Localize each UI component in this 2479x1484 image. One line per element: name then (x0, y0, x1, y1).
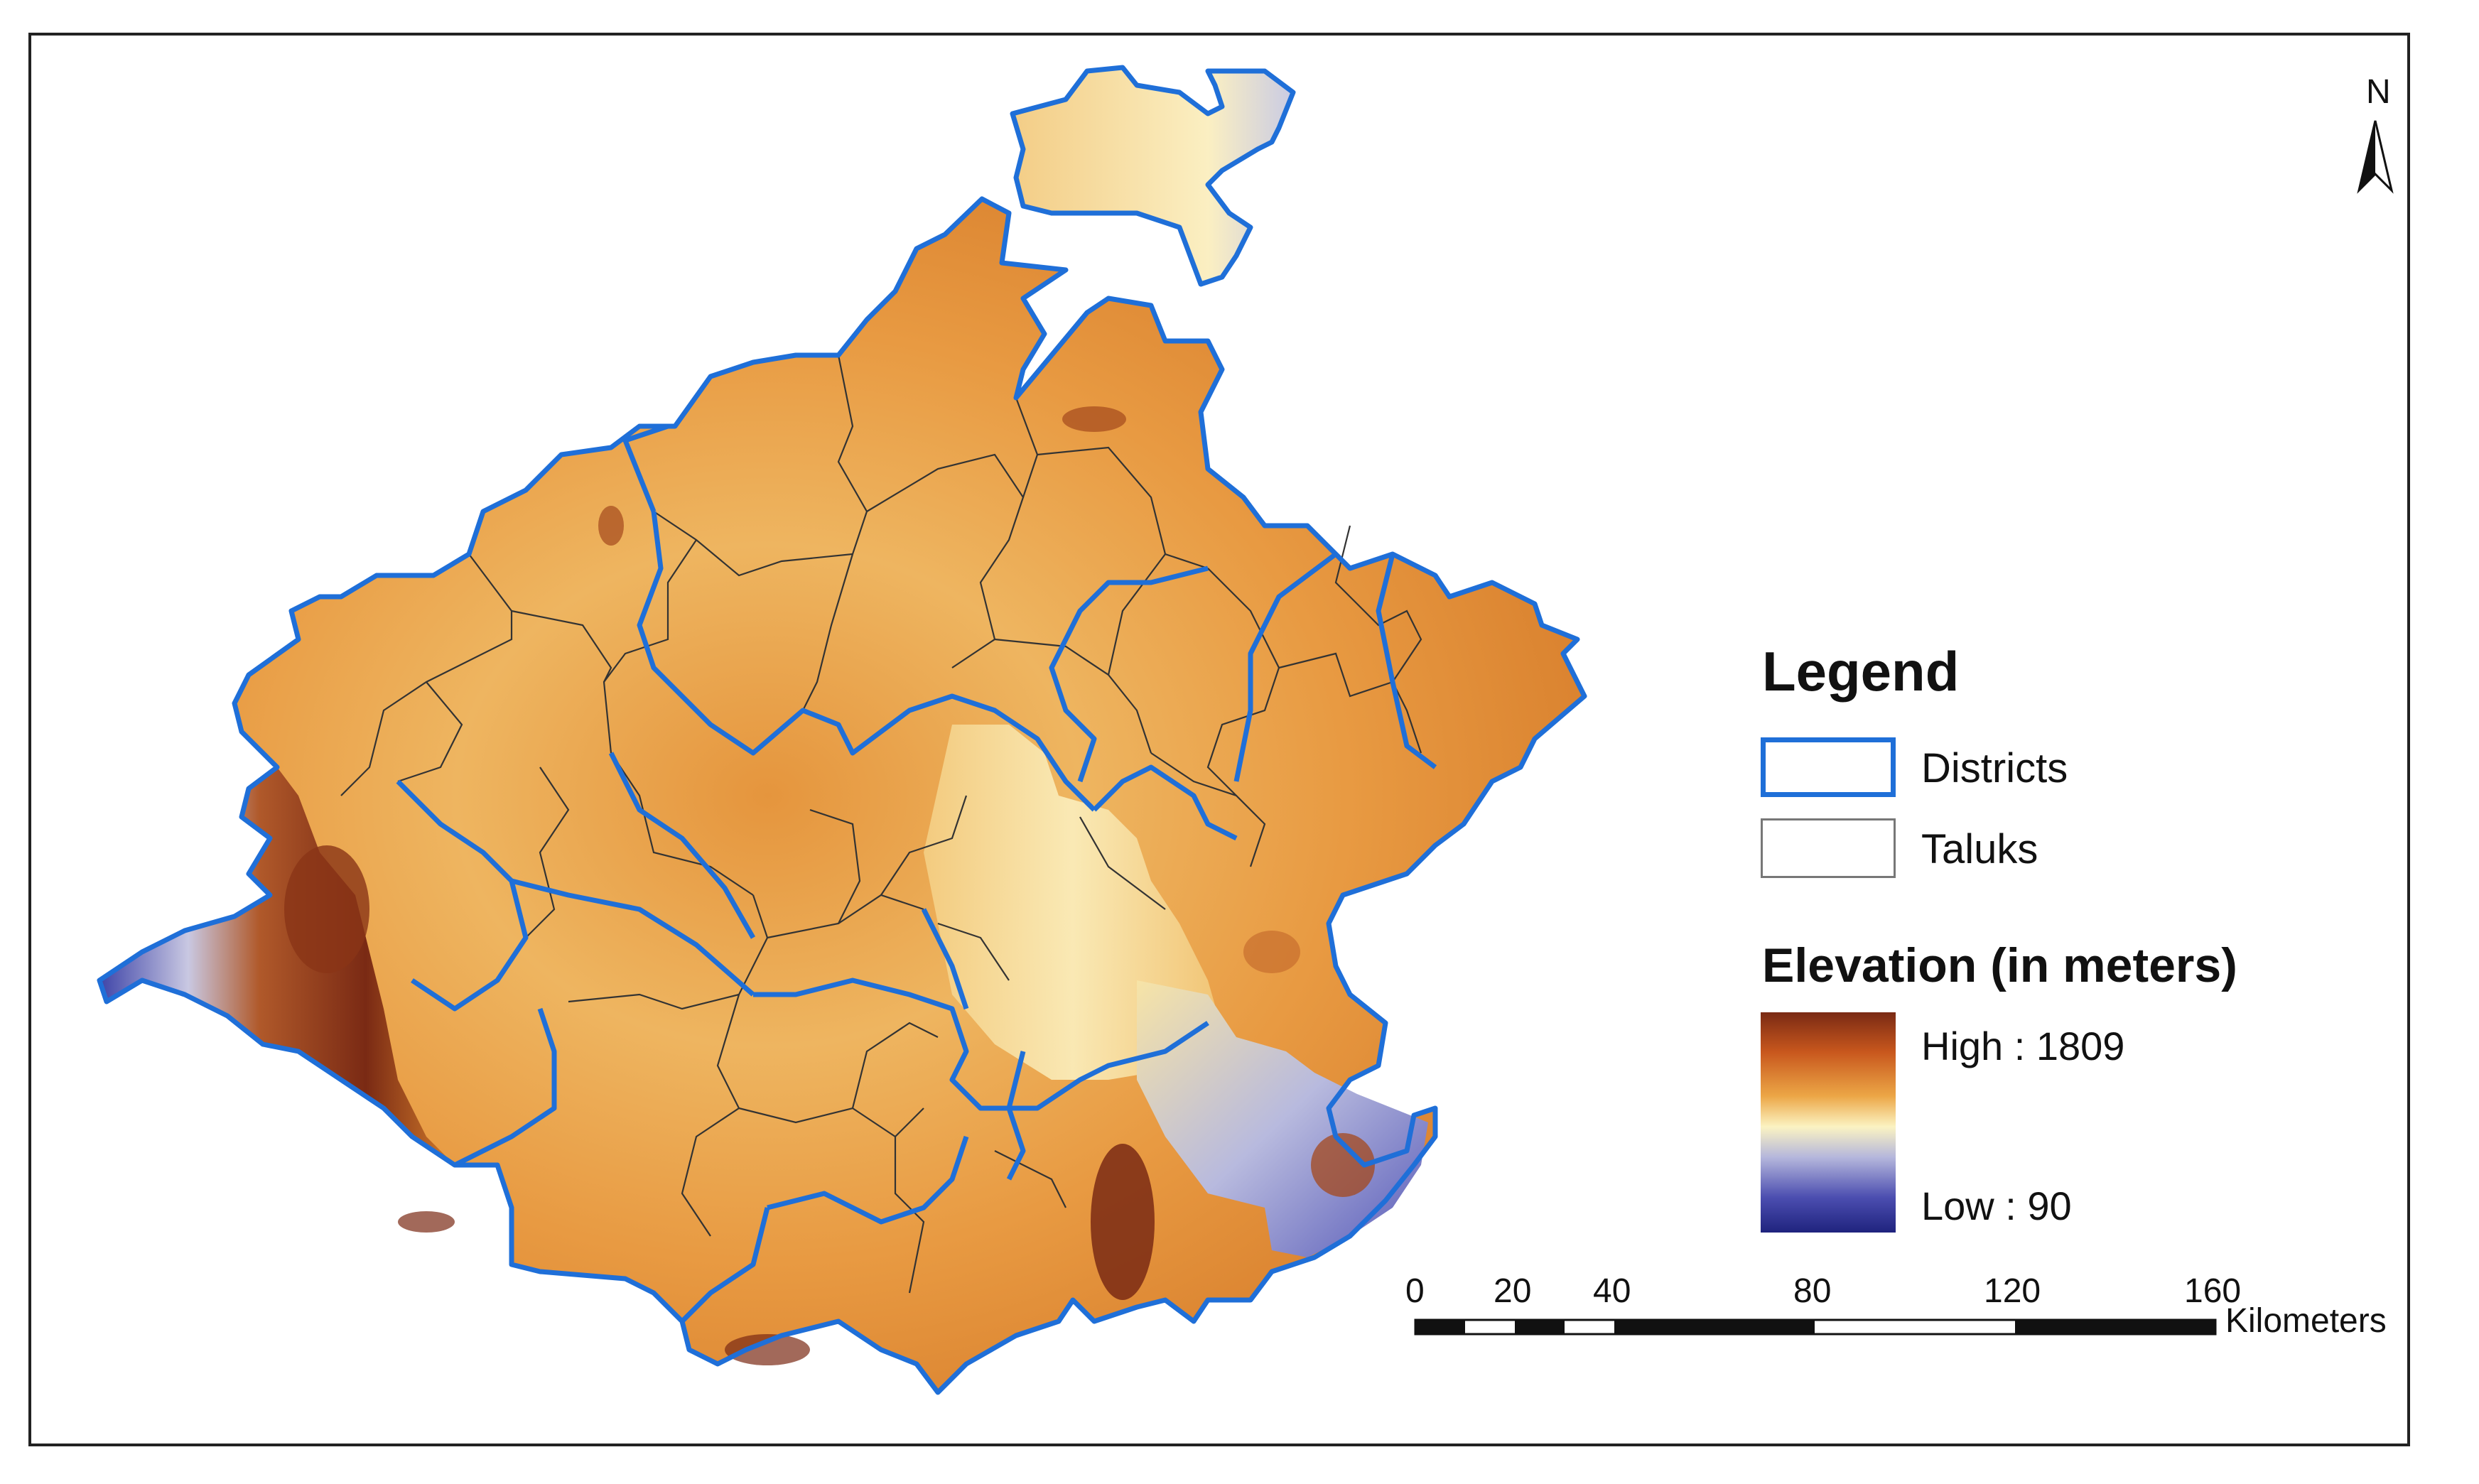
terrain-highland-patch (284, 845, 369, 973)
scale-bar (1414, 1318, 2217, 1336)
elevation-low-label: Low : 90 (1921, 1184, 2072, 1228)
taluks-swatch (1761, 818, 1896, 878)
scale-tick-label: 80 (1793, 1272, 1832, 1310)
terrain-highland-patch (1243, 931, 1300, 973)
elevation-color-ramp (1761, 1012, 1896, 1233)
scale-tick-label: 40 (1593, 1272, 1631, 1310)
terrain-highland-patch (398, 1211, 455, 1233)
scale-unit-label: Kilometers (2225, 1302, 2387, 1340)
north-label: N (2366, 73, 2391, 111)
terrain-west-coast (99, 767, 455, 1165)
districts-swatch (1761, 737, 1896, 797)
legend-title: Legend (1762, 640, 1960, 703)
district-boundaries (97, 65, 1587, 1395)
scale-tick-label: 0 (1405, 1272, 1425, 1310)
terrain-highland-patch (1091, 1144, 1155, 1300)
terrain-highland-patch (725, 1334, 810, 1365)
elevation-title: Elevation (in meters) (1762, 938, 2237, 992)
terrain-north-exclave (1012, 67, 1293, 284)
legend-label-districts: Districts (1921, 745, 2068, 791)
scale-tick-label: 160 (2184, 1272, 2242, 1310)
terrain-highland-patch (1311, 1133, 1375, 1197)
taluk-boundaries (340, 354, 1422, 1294)
terrain-highland-patch (1062, 406, 1126, 432)
scale-tick-label: 20 (1494, 1272, 1532, 1310)
elevation-high-label: High : 1809 (1921, 1024, 2125, 1068)
north-arrow-icon (2357, 120, 2394, 194)
terrain-highland-patch (598, 506, 624, 546)
scale-tick-label: 120 (1984, 1272, 2041, 1310)
legend-label-taluks: Taluks (1921, 826, 2038, 872)
